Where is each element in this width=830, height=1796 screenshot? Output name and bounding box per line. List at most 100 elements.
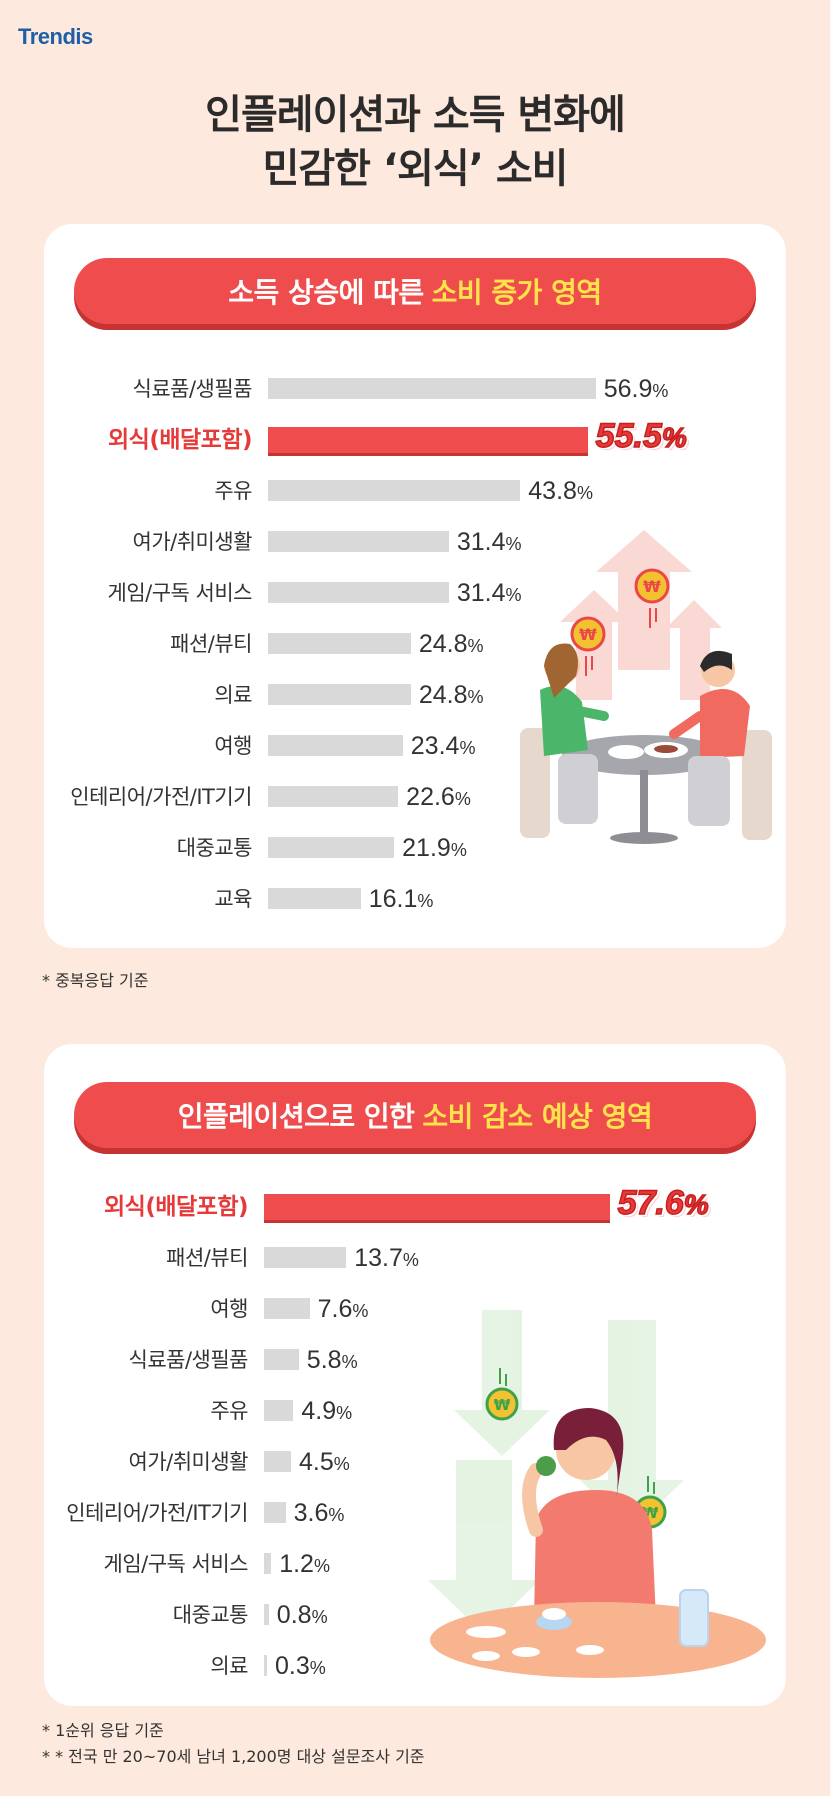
footnote-chart2-line2: * * 전국 만 20~70세 남녀 1,200명 대상 설문조사 기준 — [42, 1747, 425, 1766]
data-label-value: 31.4 — [456, 528, 506, 556]
data-label-unit: % — [450, 840, 467, 860]
data-label: 16.1% — [369, 884, 434, 916]
data-label-value: 22.6 — [406, 783, 455, 811]
bar — [264, 1298, 310, 1319]
chart-card-income-increase: 소득 상승에 따른 소비 증가 영역 식료품/생필품 56.9% 외식(배달포함) 5… — [44, 224, 786, 948]
category-label: 인테리어/가전/IT기기 — [70, 785, 252, 809]
chart-title-plain: 소득 상승에 따른 — [228, 276, 424, 309]
data-label-unit: % — [576, 483, 593, 503]
category-label: 식료품/생필품 — [132, 377, 253, 401]
data-label-value: 31.4 — [456, 579, 506, 607]
category-label: 의료 — [214, 683, 252, 707]
category-label: 여가/취미생활 — [132, 530, 253, 554]
bar — [268, 735, 403, 756]
data-label-value: 24.8 — [418, 630, 468, 658]
data-label-unit: % — [311, 1607, 328, 1627]
data-label-value: 55.5 — [595, 417, 663, 455]
svg-text:₩: ₩ — [579, 625, 597, 644]
category-label: 여가/취미생활 — [128, 1450, 249, 1474]
data-label-value: 0.8 — [276, 1601, 312, 1629]
bar — [264, 1194, 610, 1220]
category-label: 외식(배달포함) — [108, 427, 252, 453]
category-label: 대중교통 — [176, 836, 253, 860]
data-label-value: 4.5 — [299, 1448, 334, 1476]
bar-row: 여행 — [44, 731, 252, 761]
data-label-value: 24.8 — [418, 681, 468, 709]
bar-row: 주유 — [44, 476, 252, 506]
data-label: 3.6% — [294, 1498, 345, 1530]
data-label-unit: % — [467, 636, 484, 656]
bar — [264, 1502, 286, 1523]
bar-row: 외식(배달포함) — [44, 1192, 248, 1222]
data-label-unit: % — [417, 891, 434, 911]
data-label: 0.8% — [277, 1600, 328, 1632]
category-label: 패션/뷰티 — [170, 632, 252, 656]
bar-row: 패션/뷰티 — [44, 1243, 248, 1273]
data-label: 43.8% — [528, 476, 593, 508]
data-label: 55.5% — [595, 418, 688, 454]
data-label: 4.5% — [299, 1447, 350, 1479]
chart-title-highlight: 소비 증가 영역 — [431, 276, 603, 309]
data-label-unit: % — [402, 1250, 419, 1270]
bar — [268, 786, 399, 807]
bar — [268, 684, 411, 705]
category-label: 외식(배달포함) — [104, 1194, 248, 1220]
page-title-line2: 민감한 ‘외식’ 소비 — [262, 146, 569, 192]
category-label: 인테리어/가전/IT기기 — [66, 1501, 248, 1525]
data-label-value: 1.2 — [279, 1550, 314, 1578]
svg-text:₩: ₩ — [643, 577, 661, 596]
bar-row: 인테리어/가전/IT기기 — [44, 782, 252, 812]
data-label: 7.6% — [318, 1294, 369, 1326]
bar — [268, 888, 361, 909]
bar — [264, 1247, 347, 1268]
data-label: 31.4% — [457, 578, 522, 610]
bar-row: 패션/뷰티 — [44, 629, 252, 659]
bar — [264, 1655, 267, 1676]
bar-row: 여행 — [44, 1294, 248, 1324]
data-label: 24.8% — [419, 629, 484, 661]
bar-row: 교육 — [44, 884, 252, 914]
data-label: 22.6% — [406, 782, 471, 814]
bar-row: 식료품/생필품 — [44, 1345, 249, 1375]
data-label: 0.3% — [275, 1651, 326, 1683]
data-label-unit: % — [505, 534, 522, 554]
data-label: 24.8% — [419, 680, 484, 712]
brand-logo: Trendis — [18, 24, 93, 49]
data-label-value: 43.8 — [528, 477, 577, 505]
category-label: 식료품/생필품 — [128, 1348, 249, 1372]
up-arrow-icon — [560, 530, 722, 700]
bar — [268, 633, 411, 654]
data-label: 5.8% — [307, 1345, 358, 1377]
category-label: 의료 — [210, 1654, 248, 1678]
won-coin-icon: ₩ — [570, 616, 606, 676]
page-title-line1: 인플레이션과 소득 변화에 — [205, 92, 626, 138]
data-label-unit: % — [454, 789, 471, 809]
bar-row: 대중교통 — [44, 833, 253, 863]
data-label-unit: % — [661, 422, 687, 454]
data-label-unit: % — [652, 381, 669, 401]
woman-eating-illustration: ₩ ₩ — [428, 1310, 766, 1678]
data-label-value: 21.9 — [402, 834, 451, 862]
bar — [264, 1451, 291, 1472]
bar-row: 대중교통 — [44, 1600, 249, 1630]
data-label: 31.4% — [457, 527, 522, 559]
data-label-unit: % — [505, 585, 522, 605]
bar-row: 주유 — [44, 1396, 248, 1426]
chart-title-highlight: 소비 감소 예상 영역 — [422, 1100, 653, 1133]
bar-row: 게임/구독 서비스 — [44, 1549, 249, 1579]
category-label: 여행 — [214, 734, 252, 758]
data-label-unit: % — [328, 1505, 345, 1525]
bar-row: 외식(배달포함) — [44, 425, 252, 455]
data-label-unit: % — [459, 738, 476, 758]
data-label-unit: % — [333, 1454, 350, 1474]
bar-row: 게임/구독 서비스 — [44, 578, 253, 608]
data-label-value: 7.6 — [317, 1295, 353, 1323]
bar — [268, 480, 521, 501]
bar-row: 인테리어/가전/IT기기 — [44, 1498, 248, 1528]
data-label-unit: % — [309, 1658, 326, 1678]
data-label: 56.9% — [604, 374, 669, 406]
svg-text:₩: ₩ — [494, 1396, 511, 1414]
data-label-unit: % — [341, 1352, 358, 1372]
data-label-value: 13.7 — [354, 1244, 403, 1272]
bar-row: 여가/취미생활 — [44, 1447, 249, 1477]
